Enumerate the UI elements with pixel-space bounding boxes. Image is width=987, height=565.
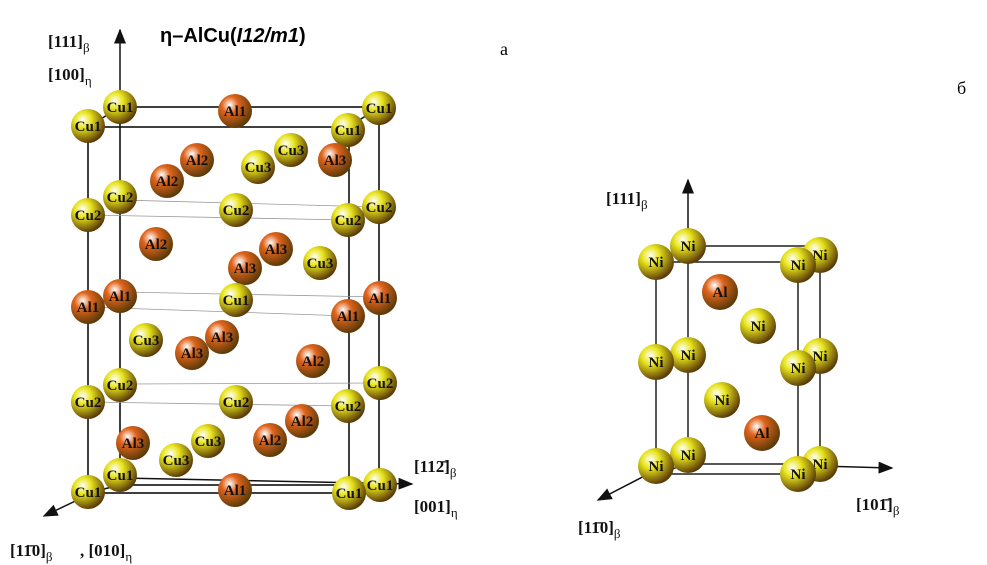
atom-label: Cu3 xyxy=(307,256,334,272)
atom-label: Al2 xyxy=(291,414,314,430)
atom-label: Al1 xyxy=(224,104,247,120)
atom-label: Cu1 xyxy=(336,486,363,502)
atom-label: Al2 xyxy=(302,354,325,370)
atom-label: Al2 xyxy=(156,174,179,190)
atom-label: Ni xyxy=(681,239,696,255)
atom-label: Al1 xyxy=(224,483,247,499)
atom-label: Cu3 xyxy=(163,453,190,469)
atom-label: Al1 xyxy=(369,291,392,307)
panel-letter: а xyxy=(500,39,508,59)
atom-label: Al2 xyxy=(259,433,282,449)
atom-label: Cu1 xyxy=(107,468,134,484)
atom-label: Cu1 xyxy=(367,478,394,494)
atom-label: Cu3 xyxy=(195,434,222,450)
atom-label: Al3 xyxy=(234,261,257,277)
axis-label: [111]β xyxy=(48,32,90,55)
axis-direction: [11̄0] xyxy=(10,541,46,560)
axis-direction: [111] xyxy=(606,189,641,208)
atom-label: Ni xyxy=(791,361,806,377)
axis-label: [11̄0]β xyxy=(578,518,621,541)
axis-subscript: η xyxy=(85,73,92,88)
axis-subscript: β xyxy=(450,465,457,480)
atom-label: Ni xyxy=(649,355,664,371)
atom-label: Cu2 xyxy=(75,395,102,411)
axis-direction: [001] xyxy=(414,497,451,516)
title-part: ) xyxy=(299,25,306,47)
atom-label: Ni xyxy=(715,393,730,409)
axis-direction: , [010] xyxy=(80,541,125,560)
atom-label: Al1 xyxy=(77,300,100,316)
axis-direction: [112̄] xyxy=(414,457,450,476)
atom-label: Cu3 xyxy=(278,143,305,159)
atom-label: Cu2 xyxy=(335,399,362,415)
atom-label: Cu1 xyxy=(366,101,393,117)
atom-label: Al3 xyxy=(211,330,234,346)
atom-label: Cu2 xyxy=(107,378,134,394)
atom-label: Cu2 xyxy=(223,203,250,219)
axis-label: , [010]η xyxy=(80,541,132,564)
atom-label: Cu2 xyxy=(223,395,250,411)
atom-label: Al xyxy=(755,426,770,442)
axis-subscript: β xyxy=(83,40,90,55)
atom-label: Al3 xyxy=(181,346,204,362)
axis-direction: [11̄0] xyxy=(578,518,614,537)
axis-subscript: β xyxy=(46,549,53,564)
atom-label: Al2 xyxy=(186,153,209,169)
atom-label: Cu2 xyxy=(335,213,362,229)
panel-title: η–AlCu(I12/m1) xyxy=(160,25,306,47)
atom-label: Cu3 xyxy=(245,160,272,176)
atom-label: Cu1 xyxy=(107,100,134,116)
atom-label: Al3 xyxy=(265,242,288,258)
title-part: η–AlCu( xyxy=(160,25,237,47)
atom-label: Ni xyxy=(751,319,766,335)
axis-subscript: β xyxy=(893,503,900,518)
atom-label: Al1 xyxy=(337,309,360,325)
axis-direction: [101̄] xyxy=(856,495,893,514)
atom-label: Cu1 xyxy=(75,485,102,501)
axis-label: [100]η xyxy=(48,65,92,88)
axis-label: [001]η xyxy=(414,497,458,520)
atom-label: Al3 xyxy=(324,153,347,169)
axis-subscript: β xyxy=(614,526,621,541)
atom-label: Ni xyxy=(791,258,806,274)
axis-subscript: β xyxy=(641,197,648,212)
panel-letter: б xyxy=(957,78,966,98)
axis-label: [112̄]β xyxy=(414,457,457,480)
atom-label: Ni xyxy=(681,348,696,364)
axis-subscript: η xyxy=(451,505,458,520)
atom-label: Cu2 xyxy=(366,200,393,216)
atom-label: Cu1 xyxy=(335,123,362,139)
axis-label: [111]β xyxy=(606,189,648,212)
atom-label: Al xyxy=(713,285,728,301)
atom-label: Cu2 xyxy=(367,376,394,392)
axis-label: [11̄0]β xyxy=(10,541,53,564)
atom-label: Cu3 xyxy=(133,333,160,349)
atom-label: Al3 xyxy=(122,436,145,452)
atom-label: Cu1 xyxy=(75,119,102,135)
title-part: I12/m1 xyxy=(237,25,299,47)
axis-direction: [100] xyxy=(48,65,85,84)
atom-label: Cu2 xyxy=(75,208,102,224)
atom-label: Al1 xyxy=(109,289,132,305)
atom-label: Ni xyxy=(681,448,696,464)
atom-label: Cu2 xyxy=(107,190,134,206)
axis-subscript: η xyxy=(125,549,132,564)
atom-label: Cu1 xyxy=(223,293,250,309)
axis-label: [101̄]β xyxy=(856,495,900,518)
diagram: η–AlCu(I12/m1) а б Cu1Al1Cu1Cu1Cu1Al2Cu3… xyxy=(0,0,987,565)
atom-label: Ni xyxy=(791,467,806,483)
axis-direction: [111] xyxy=(48,32,83,51)
atom-label: Al2 xyxy=(145,237,168,253)
atom-label: Ni xyxy=(649,459,664,475)
atom-label: Ni xyxy=(649,255,664,271)
